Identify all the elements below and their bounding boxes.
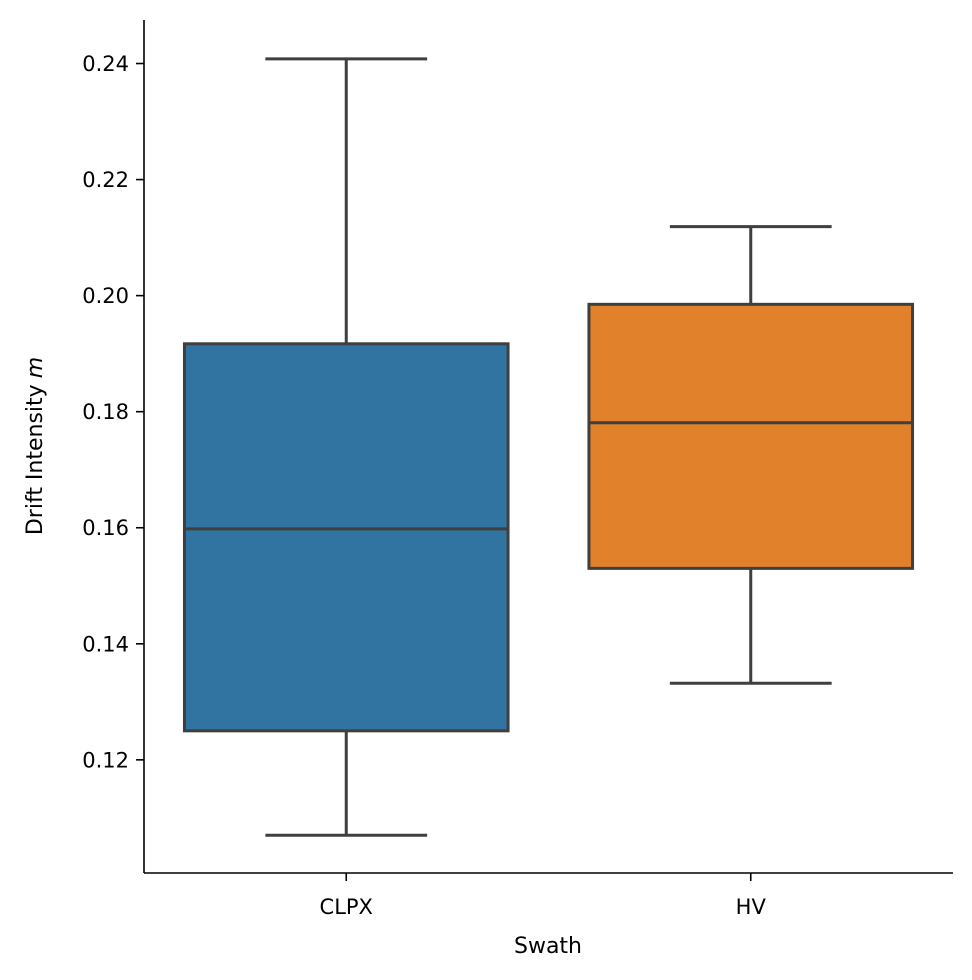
x-tick-label: CLPX	[320, 895, 373, 919]
y-tick-label: 0.24	[82, 52, 129, 76]
x-tick-label: HV	[736, 895, 767, 919]
box-hv	[587, 225, 915, 685]
y-axis-label-text: Drift Intensity	[23, 384, 48, 535]
y-tick-label: 0.18	[82, 400, 129, 424]
y-tick-label: 0.16	[82, 516, 129, 540]
y-tick-label: 0.12	[82, 748, 129, 772]
iqr-box	[182, 342, 510, 733]
y-axis-label: Drift Intensity m	[23, 357, 48, 535]
x-axis: CLPX HV	[144, 872, 953, 919]
boxes	[182, 57, 915, 837]
y-tick-label: 0.20	[82, 284, 129, 308]
iqr-box	[587, 302, 915, 570]
y-axis-label-variable: m	[23, 357, 48, 378]
y-tick-label: 0.14	[82, 632, 129, 656]
y-tick-label: 0.22	[82, 168, 129, 192]
y-axis: 0.12 0.14 0.16 0.18 0.20 0.22 0.24	[82, 20, 145, 873]
box-clpx	[182, 57, 510, 837]
x-axis-label: Swath	[514, 934, 582, 959]
